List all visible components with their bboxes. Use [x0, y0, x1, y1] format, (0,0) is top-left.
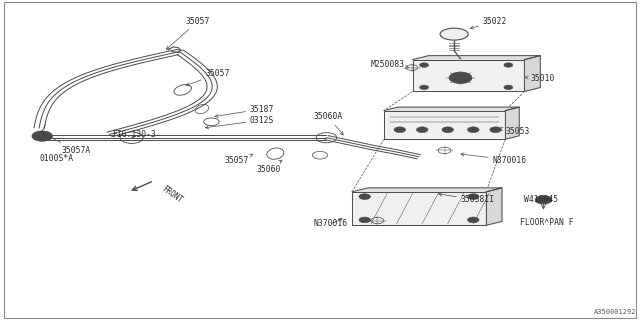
- Circle shape: [359, 217, 371, 223]
- Circle shape: [490, 127, 501, 132]
- Text: 35057: 35057: [186, 69, 229, 86]
- Ellipse shape: [440, 28, 468, 40]
- Text: 35010: 35010: [525, 74, 555, 83]
- Text: FIG.130-3: FIG.130-3: [113, 130, 156, 139]
- Text: M250083: M250083: [371, 60, 410, 69]
- Text: W410045: W410045: [524, 195, 559, 204]
- Text: 0100S*A: 0100S*A: [39, 154, 73, 163]
- Circle shape: [417, 127, 428, 132]
- Polygon shape: [413, 56, 540, 60]
- Circle shape: [32, 131, 52, 141]
- Text: A350001292: A350001292: [594, 308, 636, 315]
- Text: 35057A: 35057A: [49, 136, 91, 155]
- Polygon shape: [505, 107, 519, 139]
- Text: 35057: 35057: [166, 17, 211, 49]
- Text: 35060A: 35060A: [314, 113, 343, 135]
- Text: 35187: 35187: [215, 105, 274, 117]
- Circle shape: [420, 85, 429, 90]
- Text: 35057: 35057: [224, 154, 253, 164]
- Circle shape: [359, 194, 371, 199]
- Text: N370016: N370016: [314, 219, 348, 228]
- Text: 35053: 35053: [500, 127, 529, 136]
- Circle shape: [420, 63, 429, 67]
- Circle shape: [535, 196, 552, 204]
- Polygon shape: [352, 192, 486, 225]
- Circle shape: [449, 72, 472, 84]
- Polygon shape: [524, 56, 540, 92]
- Text: 35038II: 35038II: [438, 193, 495, 204]
- Circle shape: [394, 127, 406, 132]
- Text: 35060: 35060: [256, 160, 282, 174]
- Circle shape: [504, 63, 513, 67]
- Polygon shape: [486, 188, 502, 225]
- Text: N370016: N370016: [461, 153, 527, 164]
- Circle shape: [467, 127, 479, 132]
- Polygon shape: [384, 107, 519, 111]
- Circle shape: [467, 194, 479, 199]
- Text: 0312S: 0312S: [205, 116, 274, 129]
- Text: FRONT: FRONT: [161, 184, 184, 204]
- Circle shape: [504, 85, 513, 90]
- Text: 35022: 35022: [470, 17, 508, 29]
- Polygon shape: [413, 60, 524, 92]
- Polygon shape: [384, 111, 505, 139]
- Circle shape: [442, 127, 454, 132]
- Polygon shape: [352, 188, 502, 192]
- Text: FLOOR PAN F: FLOOR PAN F: [520, 218, 573, 227]
- Circle shape: [467, 217, 479, 223]
